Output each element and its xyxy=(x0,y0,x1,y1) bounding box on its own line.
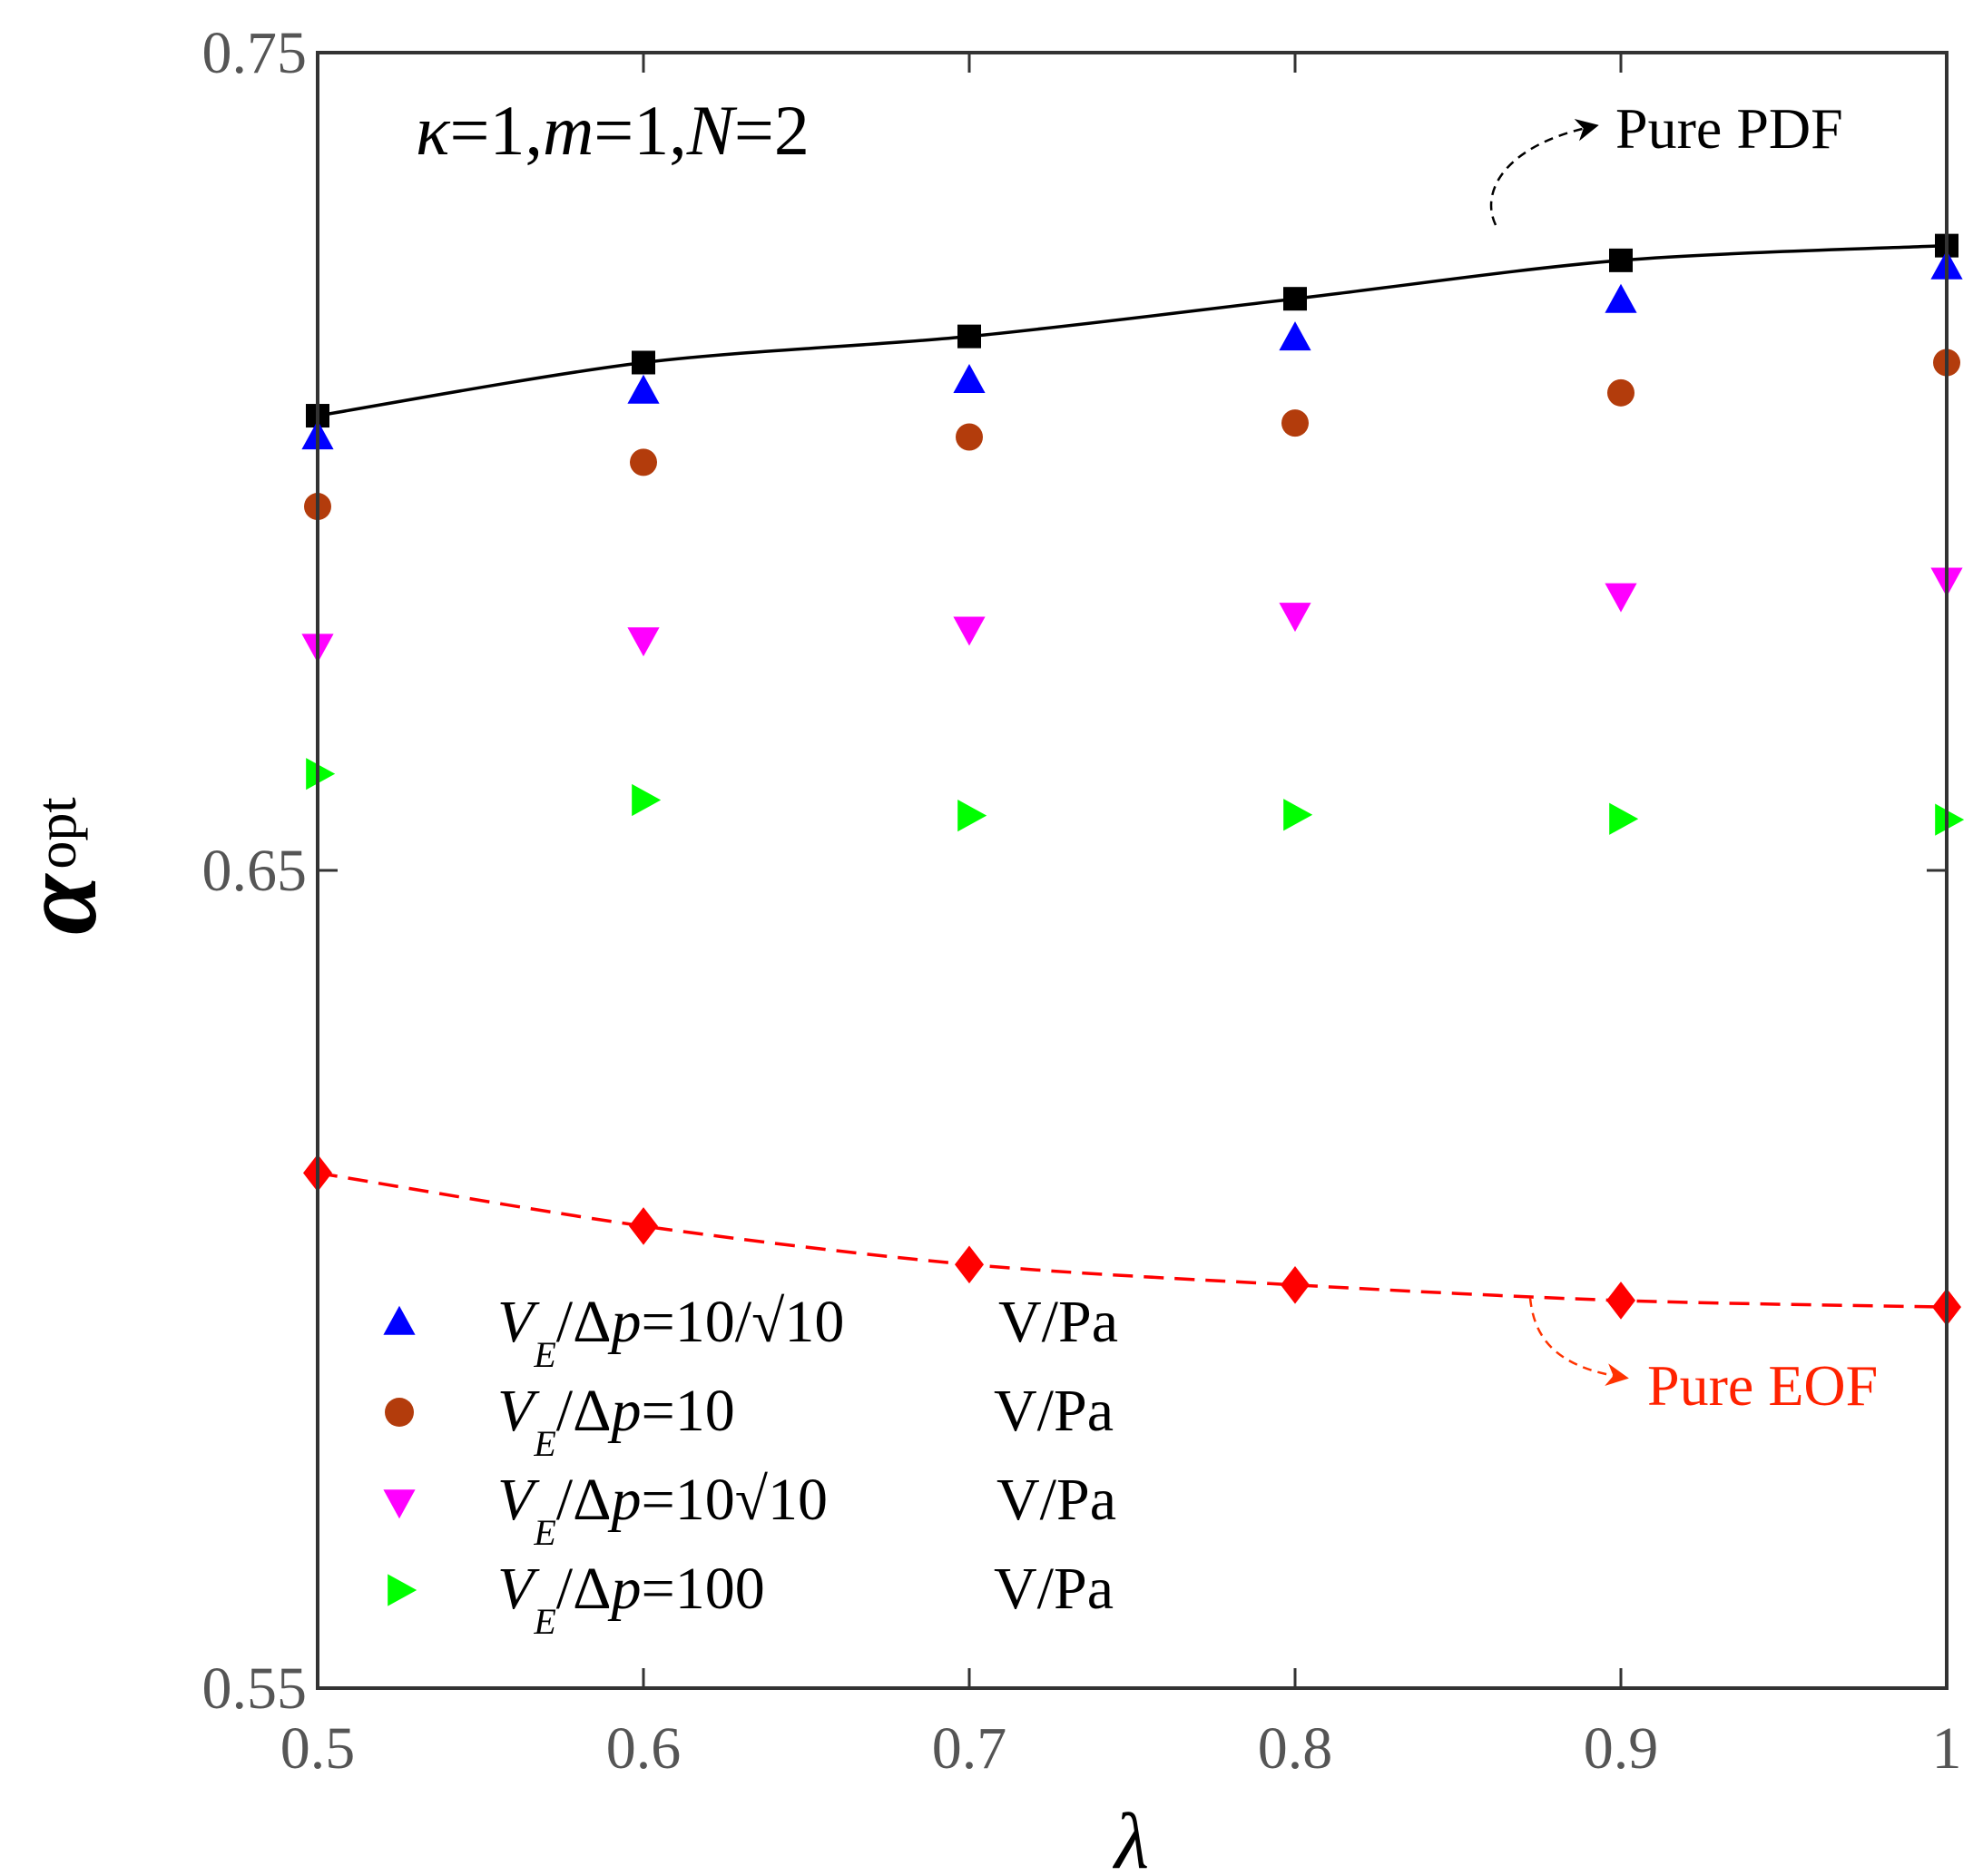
series-5-point xyxy=(1281,1266,1310,1304)
x-tick-label: 0.5 xyxy=(280,1715,356,1782)
y-tick-label: 0.75 xyxy=(202,20,308,86)
series-3-point xyxy=(1279,603,1311,633)
series-3-point xyxy=(627,627,660,657)
svg-text:αopt: αopt xyxy=(0,797,119,935)
legend-unit: V/Pa xyxy=(994,1378,1114,1444)
legend-entry: VE/Δp=10/√10 V/Pa xyxy=(383,1289,1118,1375)
legend-label: VE/Δp=10/√10 xyxy=(497,1289,844,1375)
eof-arrow xyxy=(1528,1297,1629,1386)
series-4-point xyxy=(1609,802,1639,835)
legend-marker xyxy=(383,1489,416,1519)
series-4-point xyxy=(1935,803,1965,836)
series-3-point xyxy=(953,616,986,646)
legend-label: VE/Δp=100 xyxy=(497,1556,765,1642)
legend-unit: V/Pa xyxy=(998,1289,1118,1355)
series-0-point xyxy=(1609,248,1633,272)
series-5-point xyxy=(629,1207,658,1245)
legend-marker xyxy=(385,1398,414,1427)
series-1-point xyxy=(1279,321,1311,351)
series-5-point xyxy=(955,1245,984,1284)
legend-unit: V/Pa xyxy=(994,1556,1114,1622)
x-tick-label: 0.7 xyxy=(932,1715,1007,1782)
x-tick-label: 0.6 xyxy=(606,1715,682,1782)
series-1-point xyxy=(627,374,660,404)
x-tick-label: 1 xyxy=(1932,1715,1962,1782)
series-1-point xyxy=(1605,283,1637,313)
series-3-point xyxy=(1605,583,1637,613)
pdf-annotation: Pure PDF xyxy=(1615,96,1843,161)
legend-unit: V/Pa xyxy=(996,1467,1116,1533)
legend-entry: VE/Δp=10 V/Pa xyxy=(385,1378,1114,1464)
series-1-point xyxy=(953,364,986,394)
params-label: κ=1,m=1,N=2 xyxy=(416,91,810,170)
series-2-point xyxy=(630,448,657,476)
legend-marker xyxy=(388,1574,417,1606)
series-4-point xyxy=(306,758,336,791)
series-2-point xyxy=(956,423,983,451)
series-5-point xyxy=(1606,1282,1635,1320)
series-4-point xyxy=(957,800,987,832)
series-4-point xyxy=(632,783,662,817)
x-axis-title: λ xyxy=(1112,1798,1149,1876)
eof-annotation: Pure EOF xyxy=(1647,1353,1878,1418)
legend-entry: VE/Δp=100 V/Pa xyxy=(388,1556,1114,1642)
legend-entry: VE/Δp=10√10 V/Pa xyxy=(383,1467,1116,1553)
series-0-line xyxy=(317,243,1948,417)
pdf-arrow xyxy=(1489,118,1599,226)
series-5-line xyxy=(317,1171,1948,1309)
series-0-point xyxy=(632,350,655,375)
x-tick-label: 0.9 xyxy=(1584,1715,1659,1782)
y-axis-symbol: α xyxy=(0,873,119,935)
legend-label: VE/Δp=10√10 xyxy=(497,1467,828,1553)
series-2-point xyxy=(1607,378,1635,407)
series-2-point xyxy=(1281,409,1309,437)
y-axis-subscript: opt xyxy=(26,797,88,869)
series-0-point xyxy=(1283,287,1307,311)
series-4-point xyxy=(1283,799,1313,831)
legend-marker xyxy=(383,1305,416,1335)
y-tick-label: 0.65 xyxy=(202,838,308,904)
y-axis-title: αopt xyxy=(0,797,119,935)
y-tick-label: 0.55 xyxy=(202,1655,308,1722)
legend-label: VE/Δp=10 xyxy=(497,1378,735,1464)
x-tick-label: 0.8 xyxy=(1258,1715,1333,1782)
series-0-point xyxy=(957,324,981,349)
